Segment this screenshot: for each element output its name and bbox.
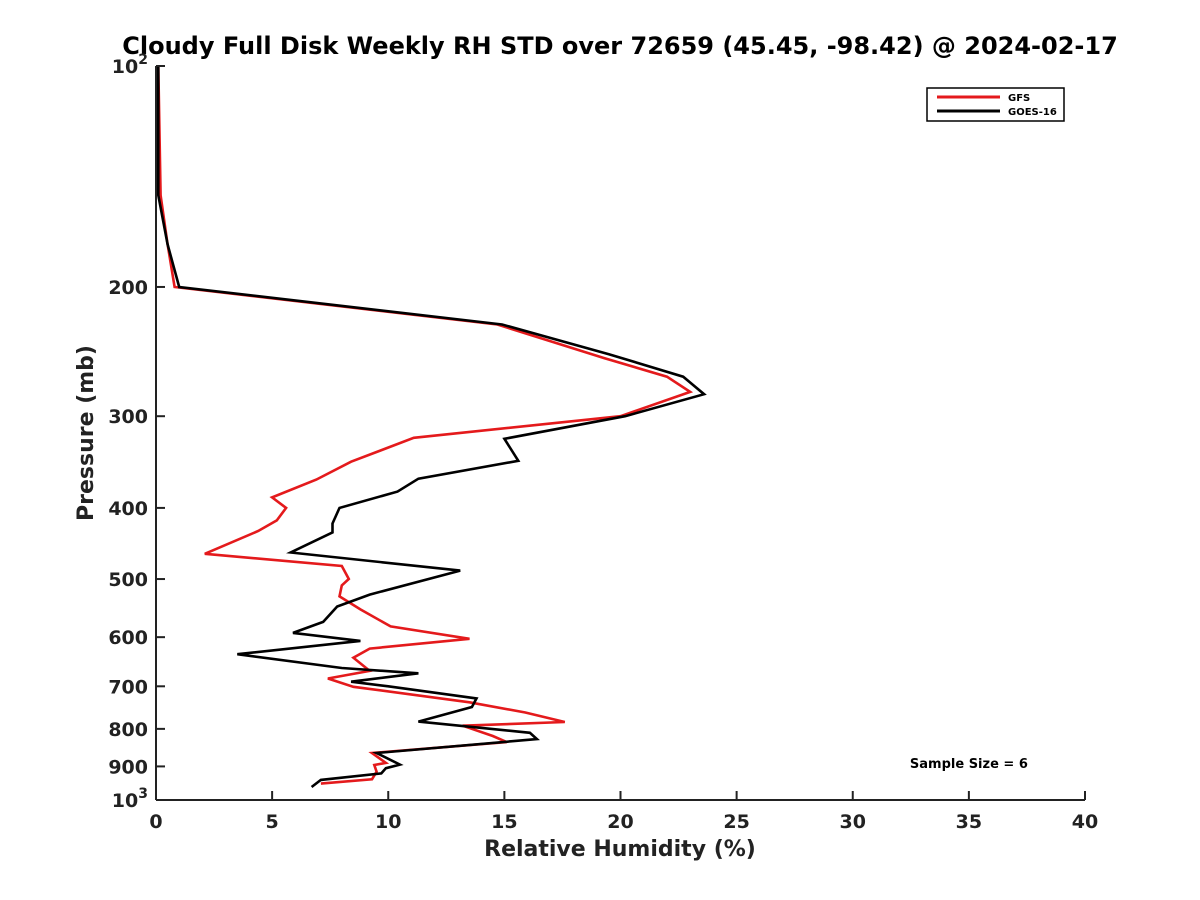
x-tick-label: 5: [266, 811, 279, 833]
series-line-goes-16: [157, 66, 707, 789]
legend-box: [926, 87, 1065, 122]
legend-label-gfs: GFS: [1008, 93, 1030, 104]
y-tick-label: 700: [108, 676, 148, 698]
legend-label-goes-16: GOES-16: [1008, 107, 1057, 118]
x-tick-label: 30: [840, 811, 866, 833]
y-tick-label: 800: [108, 719, 148, 741]
x-tick-label: 15: [491, 811, 517, 833]
x-tick-label: 25: [723, 811, 749, 833]
x-tick-label: 35: [956, 811, 982, 833]
y-tick-label: 400: [108, 498, 148, 520]
x-axis-ticks: 0 5 10 15 20 25 30 35 40: [149, 791, 1098, 833]
y-tick-label: 102: [112, 52, 148, 78]
plot-area: 0 5 10 15 20 25 30 35 40 102 200 300 400 500 600 700 80…: [108, 52, 1098, 833]
x-tick-label: 20: [607, 811, 633, 833]
x-axis-label: Relative Humidity (%): [484, 837, 756, 862]
y-tick-label: 500: [108, 569, 148, 591]
legend: GFS GOES-16: [926, 87, 1065, 122]
series-layer: [157, 65, 707, 789]
y-tick-label: 600: [108, 627, 148, 649]
chart-title: Cloudy Full Disk Weekly RH STD over 7265…: [122, 32, 1118, 60]
y-tick-label: 300: [108, 406, 148, 428]
sample-size-annotation: Sample Size = 6: [910, 757, 1028, 772]
x-tick-label: 0: [149, 811, 162, 833]
x-tick-label: 10: [375, 811, 401, 833]
y-tick-label: 900: [108, 756, 148, 778]
y-tick-label: 103: [112, 786, 148, 812]
y-axis-label: Pressure (mb): [74, 345, 99, 521]
y-axis-ticks: 102 200 300 400 500 600 700 800 900 103: [108, 52, 165, 812]
x-tick-label: 40: [1072, 811, 1098, 833]
y-tick-label: 200: [108, 277, 148, 299]
series-line-gfs: [157, 65, 694, 785]
